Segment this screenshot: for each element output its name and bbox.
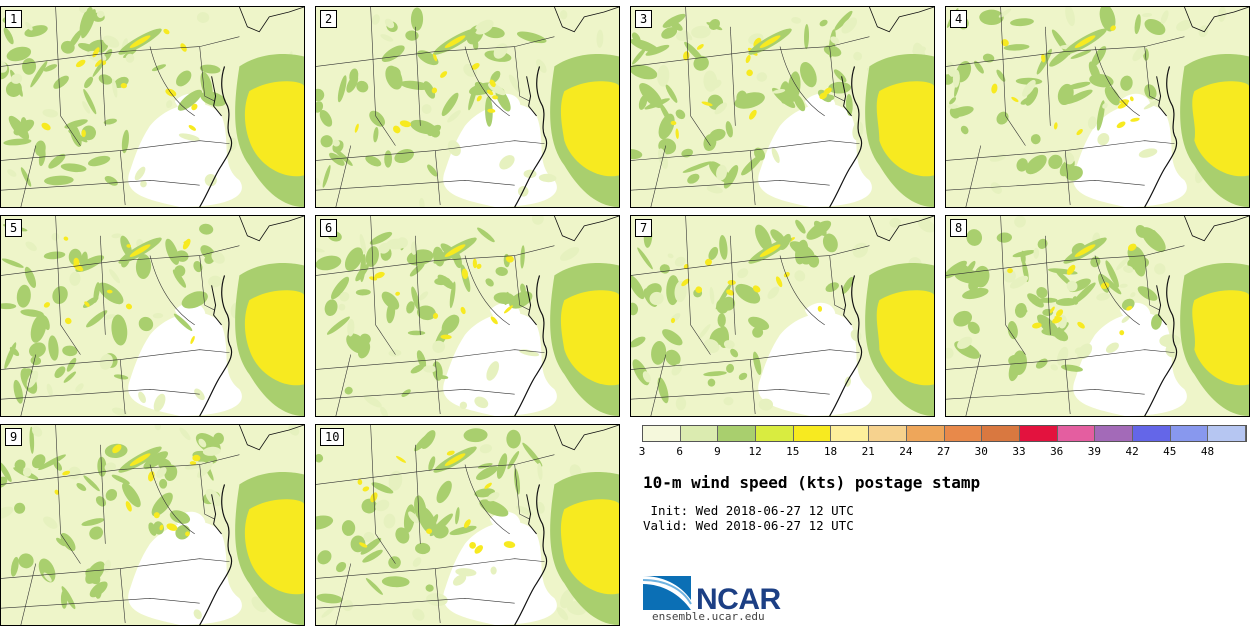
map-panel-10: 10: [315, 424, 620, 626]
legend-swatch: [718, 426, 757, 441]
legend-swatch: [680, 426, 719, 441]
legend-tick-labels: 3 6 9 12 15 18 21 24 27 30 33 36 39 42 45 48: [638, 445, 1260, 459]
panel-number: 8: [950, 219, 968, 237]
wind-speed-map: [316, 7, 619, 207]
panel-number: 2: [320, 10, 338, 28]
wind-speed-map: [631, 7, 934, 207]
legend-tick-label: 27: [936, 445, 951, 458]
legend-swatch: [793, 426, 832, 441]
legend-swatch: [1208, 426, 1246, 441]
wind-speed-map: [1, 425, 304, 625]
ncar-logo-icon: [642, 576, 692, 610]
legend-tick-label: 9: [714, 445, 721, 458]
legend-tick-label: 12: [748, 445, 762, 458]
panel-number: 6: [320, 219, 338, 237]
legend-tick-label: 21: [861, 445, 875, 458]
legend-swatch: [643, 426, 681, 441]
init-time: Init: Wed 2018-06-27 12 UTC: [643, 503, 854, 518]
legend-swatch: [906, 426, 945, 441]
legend-tick-label: 18: [823, 445, 838, 458]
wind-speed-map: [316, 425, 619, 625]
map-panel-1: 1: [0, 6, 305, 208]
legend-tick-label: 24: [899, 445, 913, 458]
map-panel-8: 8: [945, 215, 1250, 417]
legend-tick-label: 6: [676, 445, 683, 458]
wind-speed-map: [631, 216, 934, 416]
map-panel-2: 2: [315, 6, 620, 208]
legend-tick-label: 45: [1163, 445, 1177, 458]
color-legend: 3 6 9 12 15 18 21 24 27 30 33 36 39 42 45 48: [639, 425, 1248, 465]
valid-time: Valid: Wed 2018-06-27 12 UTC: [643, 518, 854, 533]
logo-text: NCAR: [696, 583, 781, 616]
panel-number: 3: [635, 10, 653, 28]
map-panel-5: 5: [0, 215, 305, 417]
map-panel-4: 4: [945, 6, 1250, 208]
panel-number: 7: [635, 219, 653, 237]
panel-number: 5: [5, 219, 23, 237]
legend-tick-label: 39: [1087, 445, 1102, 458]
panel-number: 4: [950, 10, 968, 28]
legend-swatch: [831, 426, 870, 441]
wind-speed-map: [946, 7, 1249, 207]
wind-speed-map: [316, 216, 619, 416]
map-panel-7: 7: [630, 215, 935, 417]
legend-swatch: [1095, 426, 1133, 441]
panel-number: 10: [320, 428, 345, 446]
legend-tick-label: 30: [974, 445, 988, 458]
logo-url: ensemble.ucar.edu: [652, 610, 765, 623]
wind-speed-map: [946, 216, 1249, 416]
legend-tick-label: 36: [1050, 445, 1064, 458]
legend-tick-label: 15: [786, 445, 800, 458]
panel-number: 1: [5, 10, 23, 28]
legend-swatch: [1132, 426, 1171, 441]
wind-speed-map: [1, 7, 304, 207]
panel-number: 9: [5, 428, 23, 446]
legend-tick-label: 33: [1012, 445, 1026, 458]
legend-tick-label: 3: [638, 445, 646, 458]
legend-swatch: [1170, 426, 1209, 441]
legend-tick-label: 42: [1125, 445, 1139, 458]
wind-speed-map: [1, 216, 304, 416]
legend-swatch: [869, 426, 907, 441]
chart-title: 10-m wind speed (kts) postage stamp: [643, 473, 981, 492]
legend-swatch: [756, 426, 794, 441]
legend-color-bar: [642, 425, 1247, 442]
legend-tick-label: 48: [1200, 445, 1215, 458]
map-panel-9: 9: [0, 424, 305, 626]
legend-swatch: [1057, 426, 1096, 441]
legend-swatch: [982, 426, 1020, 441]
legend-swatch: [1019, 426, 1058, 441]
map-panel-3: 3: [630, 6, 935, 208]
map-panel-6: 6: [315, 215, 620, 417]
legend-swatch: [944, 426, 983, 441]
